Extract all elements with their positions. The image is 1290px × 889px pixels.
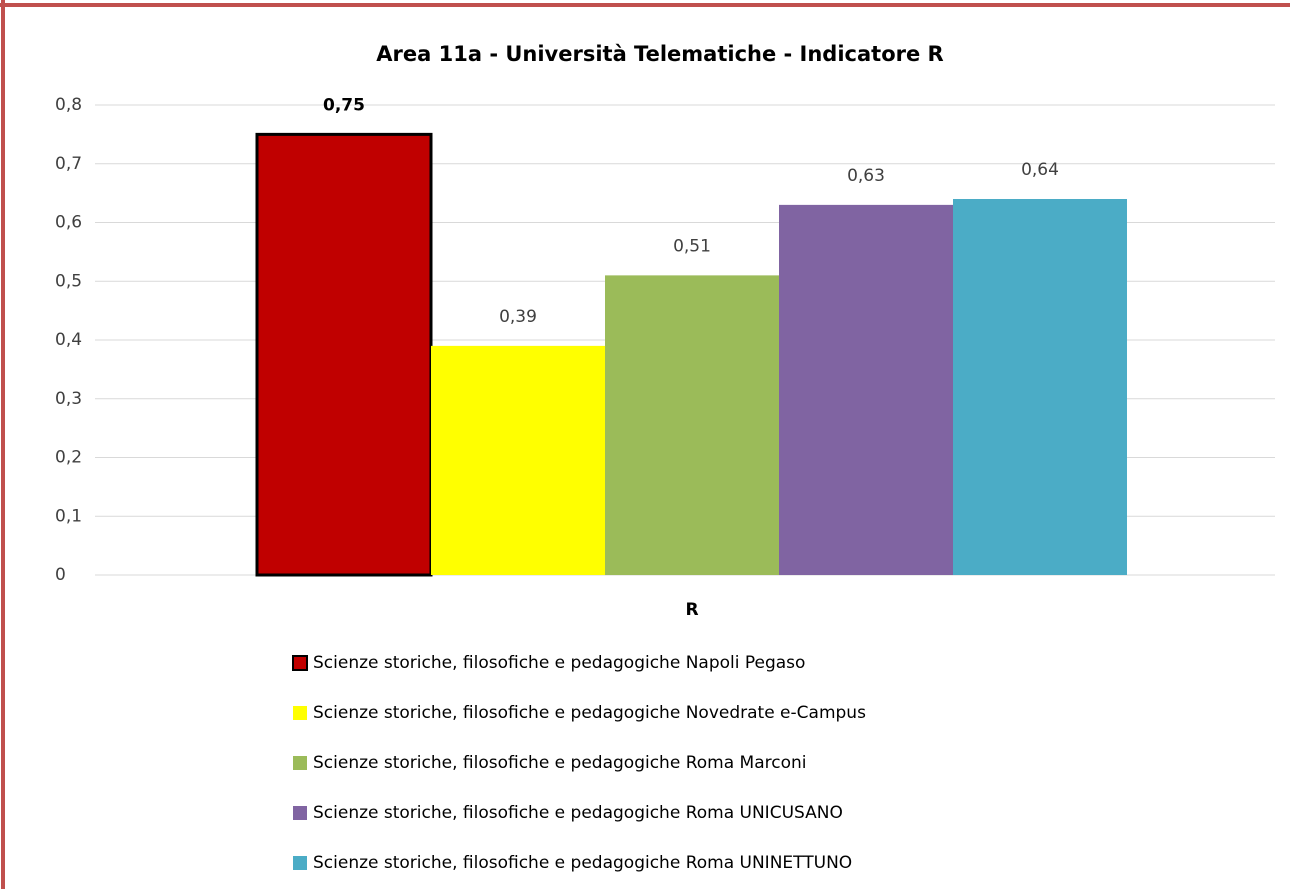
value-label: 0,63 bbox=[847, 166, 885, 186]
y-tick-label: 0,8 bbox=[55, 95, 82, 115]
legend-swatch bbox=[292, 655, 308, 671]
legend-label: Scienze storiche, filosofiche e pedagogi… bbox=[313, 853, 852, 873]
y-tick-label: 0,7 bbox=[55, 154, 82, 174]
legend-label: Scienze storiche, filosofiche e pedagogi… bbox=[313, 803, 843, 823]
chart-title: Area 11a - Università Telematiche - Indi… bbox=[376, 42, 943, 66]
y-tick-label: 0,4 bbox=[55, 330, 82, 350]
bar bbox=[255, 132, 433, 577]
legend-swatch bbox=[293, 706, 307, 720]
bar bbox=[953, 199, 1127, 575]
legend-swatch bbox=[293, 806, 307, 820]
y-tick-label: 0,3 bbox=[55, 389, 82, 409]
legend-label: Scienze storiche, filosofiche e pedagogi… bbox=[313, 753, 806, 773]
legend-swatch bbox=[293, 756, 307, 770]
y-tick-label: 0,2 bbox=[55, 448, 82, 468]
y-tick-label: 0,1 bbox=[55, 506, 82, 526]
x-tick-label: R bbox=[685, 600, 698, 620]
y-tick-label: 0,6 bbox=[55, 213, 82, 233]
value-label: 0,75 bbox=[323, 95, 365, 115]
value-label: 0,39 bbox=[499, 307, 537, 327]
legend-label: Scienze storiche, filosofiche e pedagogi… bbox=[313, 653, 805, 673]
bar bbox=[431, 345, 605, 575]
value-label: 0,64 bbox=[1021, 160, 1059, 180]
legend-swatch bbox=[293, 856, 307, 870]
legend-label: Scienze storiche, filosofiche e pedagogi… bbox=[313, 703, 866, 723]
y-tick-label: 0,5 bbox=[55, 271, 82, 291]
y-tick-label: 0 bbox=[55, 565, 66, 585]
value-label: 0,51 bbox=[673, 236, 711, 256]
bar bbox=[779, 204, 953, 575]
bar bbox=[605, 275, 779, 575]
